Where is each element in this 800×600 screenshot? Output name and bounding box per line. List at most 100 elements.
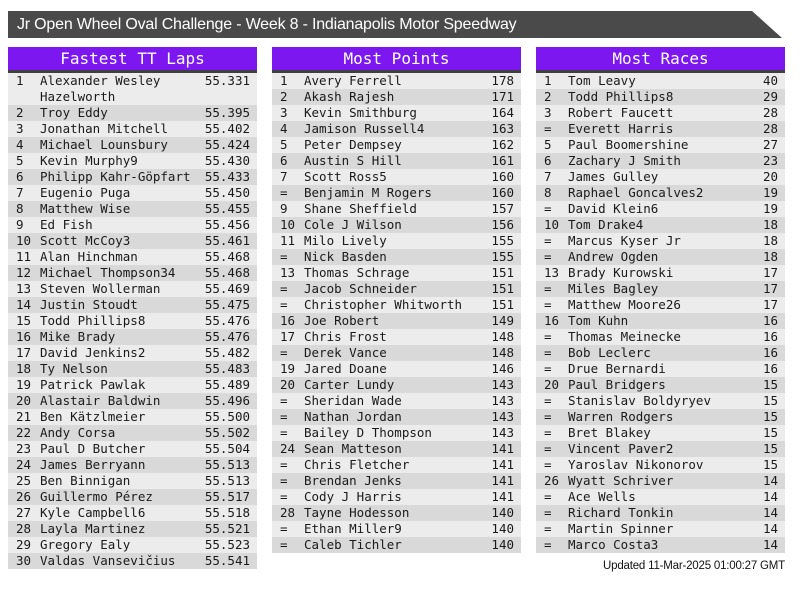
row-name: Scott McCoy3: [40, 233, 131, 248]
table-row: = Brendan Jenks 141: [272, 473, 521, 489]
table-row: = Nathan Jordan 143: [272, 409, 521, 425]
board-rows-most-points: 1 Avery Ferrell 178 2 Akash Rajesh 171 3 Kevin …: [272, 73, 521, 553]
row-value: 143: [491, 409, 514, 424]
row-value: 15: [762, 377, 778, 392]
row-value: 140: [491, 521, 514, 536]
row-name: Ace Wells: [568, 489, 636, 504]
row-name: Layla Martinez: [40, 521, 146, 536]
table-row: 16 Tom Kuhn 16: [536, 313, 785, 329]
row-value: 16: [762, 345, 778, 360]
row-name: Jacob Schneider: [304, 281, 417, 296]
row-rank: 14: [16, 297, 32, 312]
row-name: Justin Stoudt: [40, 297, 138, 312]
row-value: 55.504: [204, 441, 250, 456]
row-rank: 16: [544, 313, 560, 328]
row-value: 156: [491, 217, 514, 232]
row-name: Gregory Ealy: [40, 537, 131, 552]
row-name: Nathan Jordan: [304, 409, 402, 424]
row-rank: =: [280, 185, 288, 200]
row-value: 151: [491, 265, 514, 280]
row-value: 20: [762, 169, 778, 184]
table-row: 28 Layla Martinez 55.521: [8, 521, 257, 537]
row-name: Tom Kuhn: [568, 313, 629, 328]
table-row: 24 Sean Matteson 141: [272, 441, 521, 457]
table-row: = Benjamin M Rogers 160: [272, 185, 521, 201]
row-rank: =: [544, 121, 552, 136]
row-rank: =: [280, 281, 288, 296]
row-name: Derek Vance: [304, 345, 387, 360]
row-rank: 8: [544, 185, 552, 200]
title-bar: Jr Open Wheel Oval Challenge - Week 8 - …: [8, 11, 782, 38]
row-rank: 2: [544, 89, 552, 104]
row-name: Ethan Miller9: [304, 521, 402, 536]
row-rank: 9: [16, 217, 24, 232]
row-rank: 15: [16, 313, 32, 328]
row-name: Jamison Russell4: [304, 121, 425, 136]
row-rank: 26: [544, 473, 560, 488]
row-value: 19: [762, 201, 778, 216]
row-rank: 6: [544, 153, 552, 168]
table-row: = Drue Bernardi 16: [536, 361, 785, 377]
row-name: Vincent Paver2: [568, 441, 674, 456]
table-row: 9 Ed Fish 55.456: [8, 217, 257, 233]
row-value: 148: [491, 345, 514, 360]
row-name: Brady Kurowski: [568, 265, 674, 280]
table-row: = Andrew Ogden 18: [536, 249, 785, 265]
row-value: 55.468: [204, 249, 250, 264]
row-rank: 13: [280, 265, 296, 280]
row-rank: =: [280, 473, 288, 488]
row-name: Austin S Hill: [304, 153, 402, 168]
row-rank: 20: [544, 377, 560, 392]
table-row: 20 Paul Bridgers 15: [536, 377, 785, 393]
row-rank: 25: [16, 473, 32, 488]
table-row: = Everett Harris 28: [536, 121, 785, 137]
row-name: Bret Blakey: [568, 425, 651, 440]
row-rank: =: [544, 521, 552, 536]
table-row: 10 Tom Drake4 18: [536, 217, 785, 233]
row-rank: =: [544, 441, 552, 456]
table-row: 17 David Jenkins2 55.482: [8, 345, 257, 361]
table-row: 13 Steven Wollerman 55.469: [8, 281, 257, 297]
row-value: 28: [762, 121, 778, 136]
table-row: 18 Ty Nelson 55.483: [8, 361, 257, 377]
row-rank: 27: [16, 505, 32, 520]
row-name: Drue Bernardi: [568, 361, 666, 376]
table-row: 8 Matthew Wise 55.455: [8, 201, 257, 217]
row-name: Chris Fletcher: [304, 457, 410, 472]
board-header-most-races: Most Races: [536, 47, 785, 73]
table-row: 1 Avery Ferrell 178: [272, 73, 521, 89]
row-name: Guillermo Pérez: [40, 489, 153, 504]
row-value: 14: [762, 521, 778, 536]
row-value: 155: [491, 233, 514, 248]
table-row: = Bob Leclerc 16: [536, 345, 785, 361]
row-value: 55.331: [204, 73, 250, 88]
table-row: = Matthew Moore26 17: [536, 297, 785, 313]
table-row: = Chris Fletcher 141: [272, 457, 521, 473]
row-value: 163: [491, 121, 514, 136]
row-value: 55.476: [204, 313, 250, 328]
table-row: 16 Mike Brady 55.476: [8, 329, 257, 345]
row-rank: =: [544, 361, 552, 376]
row-value: 161: [491, 153, 514, 168]
table-row: 1 Tom Leavy 40: [536, 73, 785, 89]
table-row: 27 Kyle Campbell6 55.518: [8, 505, 257, 521]
row-rank: =: [280, 425, 288, 440]
table-row: 20 Carter Lundy 143: [272, 377, 521, 393]
row-value: 14: [762, 473, 778, 488]
row-value: 55.500: [204, 409, 250, 424]
row-value: 40: [762, 73, 778, 88]
table-row: 2 Akash Rajesh 171: [272, 89, 521, 105]
row-name: Tom Leavy: [568, 73, 636, 88]
table-row: 23 Paul D Butcher 55.504: [8, 441, 257, 457]
row-value: 164: [491, 105, 514, 120]
row-name: Yaroslav Nikonorov: [568, 457, 704, 472]
row-rank: 17: [280, 329, 296, 344]
row-name: Avery Ferrell: [304, 73, 402, 88]
row-value: 15: [762, 409, 778, 424]
table-row: 21 Ben Kätzlmeier 55.500: [8, 409, 257, 425]
row-rank: 6: [280, 153, 288, 168]
row-rank: =: [544, 537, 552, 552]
row-name: Scott Ross5: [304, 169, 387, 184]
table-row: 13 Brady Kurowski 17: [536, 265, 785, 281]
row-name: Tayne Hodesson: [304, 505, 410, 520]
